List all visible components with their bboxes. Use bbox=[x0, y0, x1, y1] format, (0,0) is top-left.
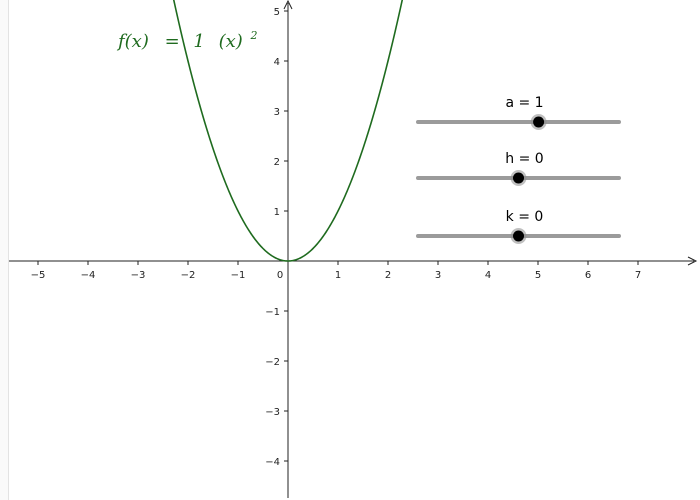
x-axis-arrow bbox=[687, 256, 698, 266]
slider-a[interactable]: a = 1 bbox=[416, 95, 621, 130]
x-tick-label: 5 bbox=[535, 270, 541, 281]
y-tick-label: −2 bbox=[265, 357, 280, 368]
slider-h[interactable]: h = 0 bbox=[416, 151, 621, 186]
origin-label: 0 bbox=[277, 270, 283, 281]
slider-a-label: a = 1 bbox=[505, 95, 543, 111]
slider-k-knob[interactable] bbox=[513, 230, 524, 242]
y-tick-label: 1 bbox=[274, 207, 280, 218]
slider-h-knob[interactable] bbox=[513, 172, 524, 184]
x-tick-label: −2 bbox=[181, 270, 196, 281]
function-label-lhs: f(x) bbox=[116, 31, 149, 52]
function-graph[interactable] bbox=[148, 0, 428, 262]
function-label-base: (x) bbox=[219, 31, 243, 52]
x-tick-label: 1 bbox=[335, 270, 341, 281]
x-tick-label: 4 bbox=[485, 270, 491, 281]
y-tick-label: 3 bbox=[274, 107, 280, 118]
x-tick-label: −1 bbox=[231, 270, 246, 281]
y-tick-label: −1 bbox=[265, 307, 280, 318]
y-tick-label: 5 bbox=[274, 7, 280, 18]
y-tick-label: −4 bbox=[265, 457, 280, 468]
left-panel-edge bbox=[0, 0, 9, 500]
x-tick-label: 3 bbox=[435, 270, 441, 281]
slider-k[interactable]: k = 0 bbox=[416, 209, 621, 244]
parabola-curve[interactable] bbox=[148, 0, 428, 262]
x-tick-label: −5 bbox=[31, 270, 46, 281]
x-tick-label: −3 bbox=[131, 270, 146, 281]
y-tick-label: 2 bbox=[274, 157, 280, 168]
axes: −5 −4 −3 −2 −1 1 2 3 4 5 6 7 5 4 3 2 1 −1 −2 −3 −4 0 bbox=[9, 0, 698, 498]
y-tick-label: 4 bbox=[274, 57, 280, 68]
slider-h-label: h = 0 bbox=[505, 151, 543, 167]
sliders-panel: a = 1 h = 0 k = 0 bbox=[416, 95, 621, 244]
function-label-coef: 1 bbox=[193, 31, 204, 52]
slider-k-label: k = 0 bbox=[506, 209, 544, 225]
y-axis-arrow bbox=[283, 0, 293, 10]
x-tick-label: 2 bbox=[385, 270, 391, 281]
function-label-eq: = bbox=[165, 31, 180, 52]
x-tick-label: 7 bbox=[635, 270, 641, 281]
slider-a-knob[interactable] bbox=[533, 116, 545, 128]
x-tick-label: −4 bbox=[81, 270, 96, 281]
function-label-exp: 2 bbox=[250, 29, 258, 42]
x-tick-label: 6 bbox=[585, 270, 591, 281]
function-label[interactable]: f(x) = 1 (x) 2 bbox=[116, 29, 258, 52]
y-tick-label: −3 bbox=[265, 407, 280, 418]
